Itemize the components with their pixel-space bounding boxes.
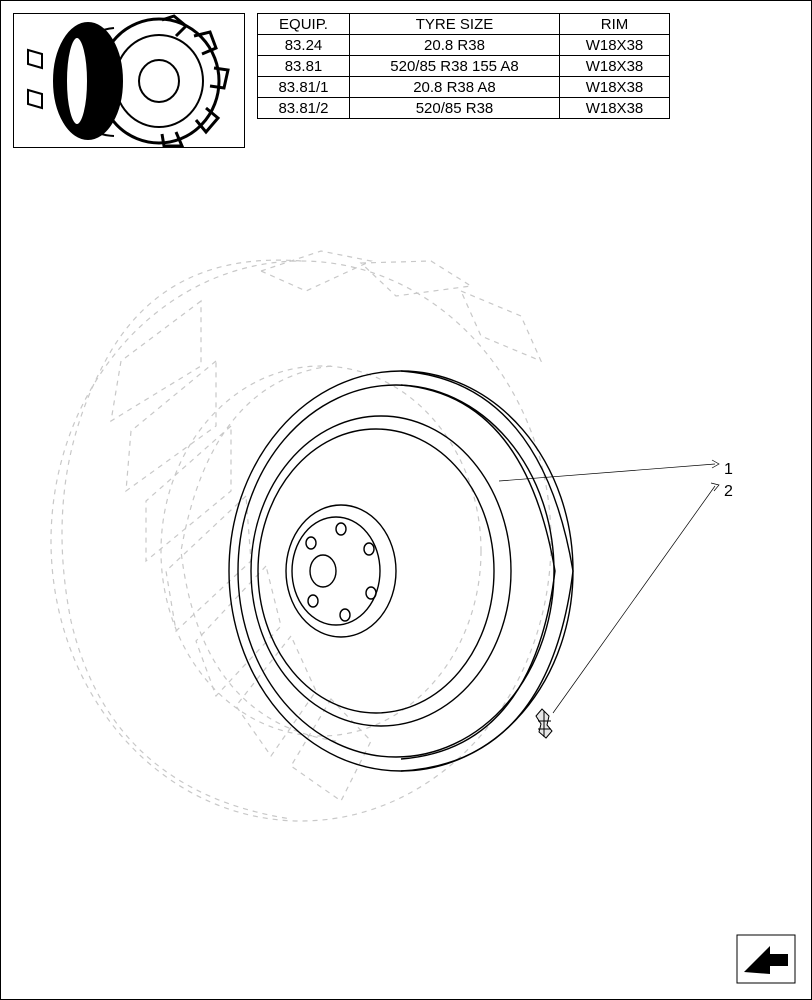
table-header-row: EQUIP. TYRE SIZE RIM <box>258 14 670 35</box>
thumbnail-wheels-icon <box>14 14 246 149</box>
main-wheel-diagram <box>1 151 812 951</box>
cell-rim: W18X38 <box>560 56 670 77</box>
leader-lines <box>499 460 719 713</box>
cell-equip: 83.81/1 <box>258 77 350 98</box>
spec-table: EQUIP. TYRE SIZE RIM 83.24 20.8 R38 W18X… <box>257 13 670 119</box>
cell-tyre: 20.8 R38 <box>350 35 560 56</box>
cell-equip: 83.81 <box>258 56 350 77</box>
thumbnail-panel <box>13 13 245 148</box>
cell-rim: W18X38 <box>560 98 670 119</box>
table-row: 83.81/2 520/85 R38 W18X38 <box>258 98 670 119</box>
callout-label-1: 1 <box>724 461 733 479</box>
table-row: 83.81 520/85 R38 155 A8 W18X38 <box>258 56 670 77</box>
table-row: 83.81/1 20.8 R38 A8 W18X38 <box>258 77 670 98</box>
cell-rim: W18X38 <box>560 77 670 98</box>
cell-tyre: 20.8 R38 A8 <box>350 77 560 98</box>
cell-tyre: 520/85 R38 <box>350 98 560 119</box>
header-rim: RIM <box>560 14 670 35</box>
continuation-arrow-icon <box>736 934 796 984</box>
rim-part <box>229 371 573 771</box>
header-equip: EQUIP. <box>258 14 350 35</box>
header-tyre: TYRE SIZE <box>350 14 560 35</box>
callout-label-2: 2 <box>724 483 733 501</box>
cell-equip: 83.81/2 <box>258 98 350 119</box>
cell-tyre: 520/85 R38 155 A8 <box>350 56 560 77</box>
cell-rim: W18X38 <box>560 35 670 56</box>
table-row: 83.24 20.8 R38 W18X38 <box>258 35 670 56</box>
cell-equip: 83.24 <box>258 35 350 56</box>
valve-stem-part <box>536 709 552 738</box>
